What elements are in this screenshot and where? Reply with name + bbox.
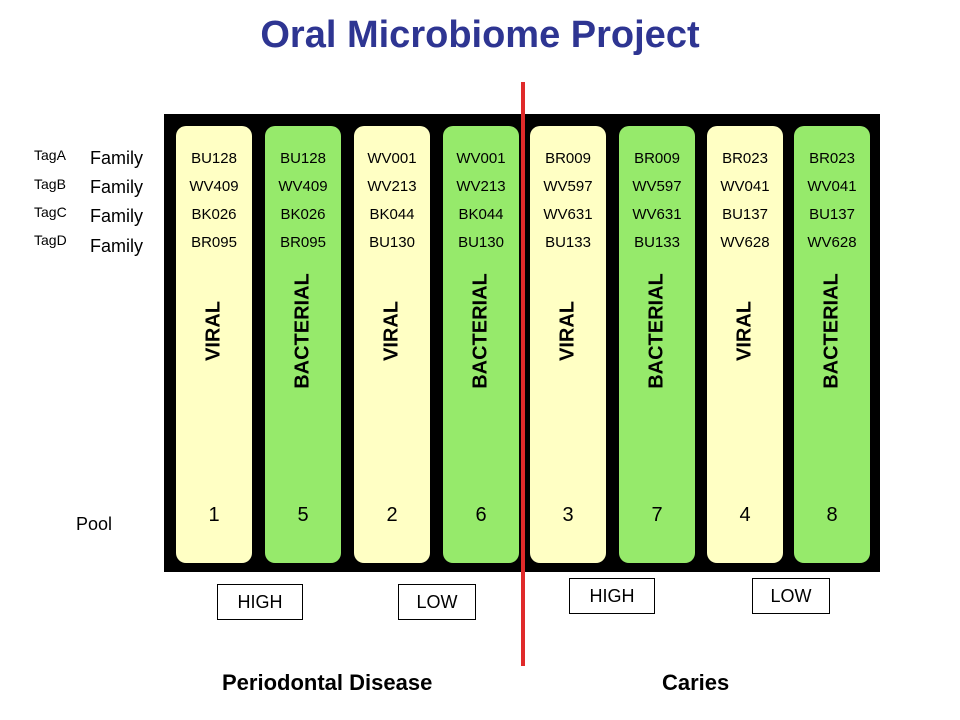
family-code: BU133 bbox=[545, 234, 591, 251]
lane-type-label: BACTERIAL bbox=[645, 273, 668, 389]
family-code: WV041 bbox=[807, 178, 857, 195]
lane-bacterial-pool-5: BU128 WV409 BK026 BR095 BACTERIAL 5 bbox=[265, 126, 341, 563]
pool-number: 5 bbox=[297, 504, 309, 526]
level-box-high: HIGH bbox=[569, 578, 655, 614]
section-label-caries: Caries bbox=[662, 670, 730, 695]
family-code: WV631 bbox=[632, 206, 682, 223]
family-label: Family bbox=[90, 177, 143, 197]
pool-number: 3 bbox=[562, 504, 574, 526]
level-box-high: HIGH bbox=[217, 584, 303, 620]
lane-bacterial-pool-8: BR023 WV041 BU137 WV628 BACTERIAL 8 bbox=[794, 126, 870, 563]
pool-number: 1 bbox=[208, 504, 220, 526]
tag-label: TagD bbox=[34, 232, 67, 248]
section-label-periodontal: Periodontal Disease bbox=[222, 670, 433, 695]
family-code: WV041 bbox=[720, 178, 770, 195]
family-code: BU137 bbox=[722, 206, 768, 223]
page-title: Oral Microbiome Project bbox=[260, 14, 700, 56]
lane-bacterial-pool-6: WV001 WV213 BK044 BU130 BACTERIAL 6 bbox=[443, 126, 519, 563]
family-code: WV409 bbox=[189, 178, 239, 195]
family-code: BU130 bbox=[369, 234, 415, 251]
lane-type-label: VIRAL bbox=[380, 301, 403, 361]
family-code: BU130 bbox=[458, 234, 504, 251]
family-code: BR023 bbox=[809, 150, 855, 167]
lane-type-label: BACTERIAL bbox=[291, 273, 314, 389]
pool-label: Pool bbox=[76, 514, 113, 534]
family-label: Family bbox=[90, 206, 143, 226]
family-code: BK026 bbox=[280, 206, 326, 223]
tag-label: TagC bbox=[34, 204, 67, 220]
family-code: BR009 bbox=[545, 150, 591, 167]
lane-viral-pool-2: WV001 WV213 BK044 BU130 VIRAL 2 bbox=[354, 126, 430, 563]
lane-type-label: BACTERIAL bbox=[469, 273, 492, 389]
family-code: BR023 bbox=[722, 150, 768, 167]
section-divider bbox=[521, 82, 525, 666]
family-code: WV631 bbox=[543, 206, 593, 223]
family-code: WV001 bbox=[367, 150, 417, 167]
lane-type-label: VIRAL bbox=[202, 301, 225, 361]
family-code: WV213 bbox=[367, 178, 417, 195]
family-code: BU128 bbox=[191, 150, 237, 167]
family-code: WV597 bbox=[543, 178, 593, 195]
family-code: BK044 bbox=[458, 206, 504, 223]
lane-viral-pool-4: BR023 WV041 BU137 WV628 VIRAL 4 bbox=[707, 126, 783, 563]
lane-type-label: VIRAL bbox=[733, 301, 756, 361]
level-box-low: LOW bbox=[752, 578, 830, 614]
lane-bacterial-pool-7: BR009 WV597 WV631 BU133 BACTERIAL 7 bbox=[619, 126, 695, 563]
pool-number: 4 bbox=[739, 504, 751, 526]
lane-viral-pool-1: BU128 WV409 BK026 BR095 VIRAL 1 bbox=[176, 126, 252, 563]
tag-label: TagA bbox=[34, 147, 66, 163]
family-code: BU137 bbox=[809, 206, 855, 223]
family-code: BK044 bbox=[369, 206, 415, 223]
lane-viral-pool-3: BR009 WV597 WV631 BU133 VIRAL 3 bbox=[530, 126, 606, 563]
tag-label: TagB bbox=[34, 176, 66, 192]
family-label: Family bbox=[90, 148, 143, 168]
family-label: Family bbox=[90, 236, 143, 256]
family-code: WV409 bbox=[278, 178, 328, 195]
family-code: WV628 bbox=[807, 234, 857, 251]
family-code: BR009 bbox=[634, 150, 680, 167]
family-code: BR095 bbox=[280, 234, 326, 251]
family-code: WV213 bbox=[456, 178, 506, 195]
lane-type-label: VIRAL bbox=[556, 301, 579, 361]
family-code: WV628 bbox=[720, 234, 770, 251]
level-box-low: LOW bbox=[398, 584, 476, 620]
family-code: BR095 bbox=[191, 234, 237, 251]
lane-type-label: BACTERIAL bbox=[820, 273, 843, 389]
pool-number: 7 bbox=[651, 504, 663, 526]
pool-number: 8 bbox=[826, 504, 838, 526]
family-code: WV001 bbox=[456, 150, 506, 167]
family-code: BU128 bbox=[280, 150, 326, 167]
pool-number: 2 bbox=[386, 504, 398, 526]
pool-number: 6 bbox=[475, 504, 487, 526]
family-code: WV597 bbox=[632, 178, 682, 195]
family-code: BK026 bbox=[191, 206, 237, 223]
family-code: BU133 bbox=[634, 234, 680, 251]
